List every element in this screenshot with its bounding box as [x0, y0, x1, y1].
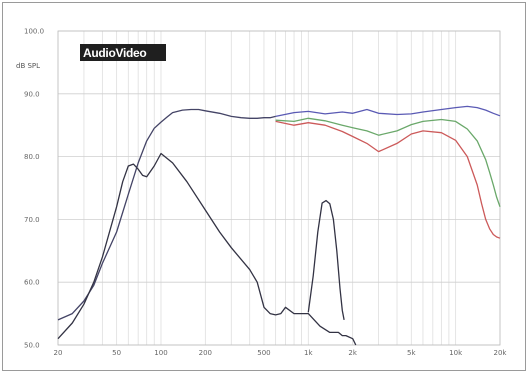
y-tick-label: 50.0 — [24, 342, 40, 350]
x-tick-label: 5k — [407, 349, 416, 357]
y-tick-label: 60.0 — [24, 279, 40, 287]
x-tick-label: 2k — [348, 349, 357, 357]
x-tick-label: 200 — [199, 349, 212, 357]
series-line-2 — [275, 117, 501, 208]
grid — [57, 30, 501, 346]
y-tick-label: 80.0 — [24, 153, 40, 161]
y-tick-label: 100.0 — [24, 28, 44, 36]
tick-labels: 100.0 90.0 80.0 70.0 60.0 50.0 20 50 100 200 500 1k… — [24, 28, 507, 358]
series-line-4 — [57, 108, 276, 321]
plot-area — [57, 30, 501, 346]
y-tick-label: 70.0 — [24, 216, 40, 224]
x-tick-label: 50 — [112, 349, 121, 357]
series-group — [57, 105, 501, 346]
logo-text: AudioVideo — [83, 46, 146, 60]
x-tick-label: 100 — [154, 349, 167, 357]
series-line-1 — [275, 105, 501, 118]
series-line-6 — [307, 199, 345, 321]
x-tick-label: 20k — [494, 349, 508, 357]
audiovideo-logo: AudioVideo — [80, 44, 166, 61]
x-tick-label: 500 — [257, 349, 270, 357]
x-tick-label: 1k — [304, 349, 313, 357]
y-tick-label: 90.0 — [24, 90, 40, 98]
logo-background — [80, 44, 166, 61]
x-tick-label: 20 — [54, 349, 63, 357]
y-axis-unit: dB SPL — [16, 62, 40, 70]
x-tick-label: 10k — [449, 349, 463, 357]
series-line-5 — [57, 152, 357, 346]
series-line-3 — [275, 120, 501, 239]
